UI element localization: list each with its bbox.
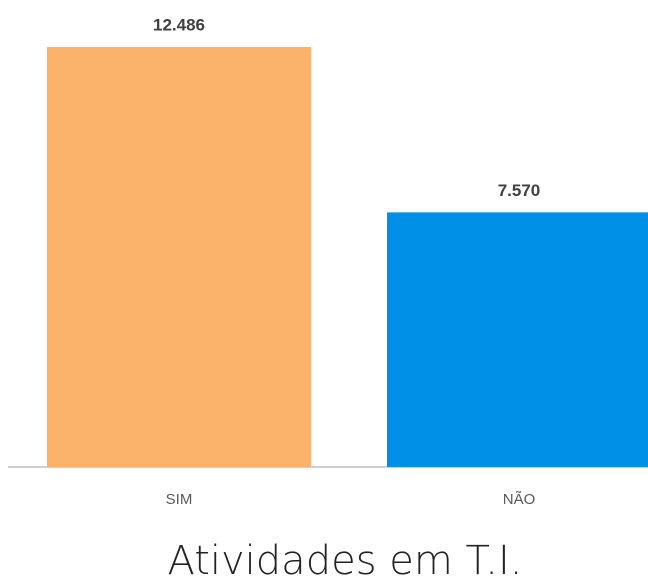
x-tick-label: NÃO bbox=[503, 491, 536, 508]
value-label: 12.486 bbox=[153, 15, 205, 34]
value-label: 7.570 bbox=[498, 181, 541, 200]
chart-title: Atividades em T.I. bbox=[168, 538, 523, 580]
bar bbox=[47, 47, 311, 467]
bar bbox=[387, 212, 648, 467]
x-tick-label: SIM bbox=[166, 491, 193, 508]
